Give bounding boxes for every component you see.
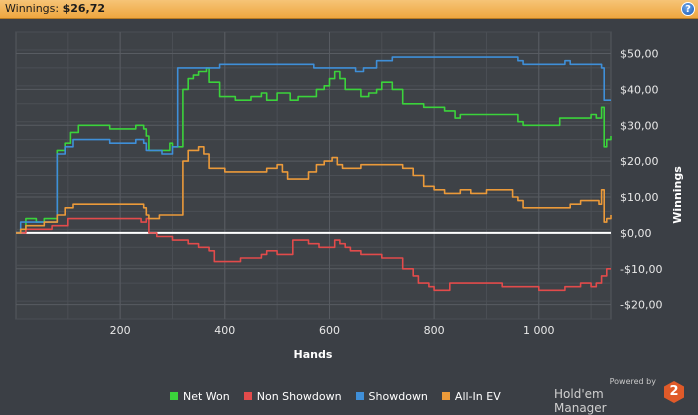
series-line-showdown	[16, 56, 611, 234]
help-icon[interactable]: ?	[681, 2, 695, 16]
y-tick-label: -$10,00	[620, 263, 662, 276]
legend-item-net-won[interactable]: Net Won	[170, 389, 230, 403]
series-line-non-showdown	[16, 217, 611, 292]
y-tick-label: $40,00	[620, 83, 659, 96]
legend-label: Non Showdown	[256, 389, 342, 403]
legend-item-all-in-ev[interactable]: All-In EV	[441, 389, 501, 403]
legend-label: Net Won	[183, 389, 230, 403]
x-tick-label: 800	[424, 324, 445, 337]
chart-legend: Net Won Non Showdown Showdown All-In EV	[170, 389, 501, 403]
legend-label: Showdown	[368, 389, 428, 403]
chart-grid	[16, 31, 611, 320]
x-tick-label: 1 000	[523, 324, 555, 337]
hm2-logo-icon: 2	[664, 381, 684, 403]
legend-swatch	[441, 392, 450, 400]
winnings-chart: 200 400 600 800 1 000 -$20,00 -$10,00 $0,00 $10,…	[15, 31, 684, 361]
product-name: Hold'em Manager	[554, 387, 607, 415]
powered-by-text: Powered by	[609, 377, 656, 386]
winnings-summary: Winnings: $26,72	[5, 2, 105, 16]
y-tick-label: $50,00	[620, 48, 659, 61]
winnings-label: Winnings:	[5, 2, 60, 15]
x-tick-label: 200	[110, 324, 131, 337]
y-tick-label: $0,00	[620, 227, 652, 240]
y-tick-label: -$20,00	[620, 299, 662, 312]
y-tick-label: $10,00	[620, 191, 659, 204]
series-line-net-won	[16, 67, 612, 234]
x-tick-label: 400	[214, 324, 235, 337]
legend-label: All-In EV	[454, 389, 501, 403]
x-tick-label: 600	[319, 324, 340, 337]
series-line-all-in-ev	[16, 146, 612, 234]
legend-swatch	[355, 392, 364, 400]
winnings-value: $26,72	[62, 2, 106, 15]
title-bar: Winnings: $26,72 ?	[0, 0, 698, 19]
y-axis-label: Winnings	[671, 166, 684, 224]
legend-swatch	[170, 392, 178, 400]
legend-item-non-showdown[interactable]: Non Showdown	[243, 389, 342, 403]
brand-logo-area: Powered by Hold'em Manager 2	[554, 377, 684, 415]
legend-swatch	[243, 392, 252, 400]
legend-item-showdown[interactable]: Showdown	[355, 389, 428, 403]
y-tick-label: $20,00	[620, 155, 659, 168]
y-tick-label: $30,00	[620, 119, 659, 132]
x-axis-label: Hands	[294, 348, 333, 361]
